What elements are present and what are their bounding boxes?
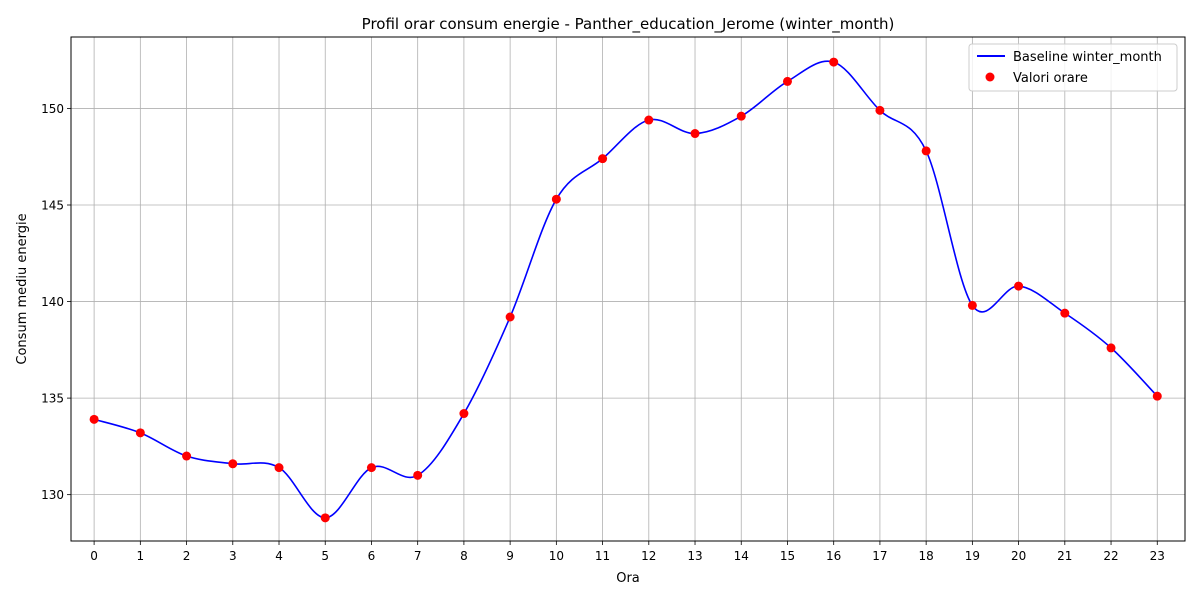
x-tick-label: 10	[549, 549, 564, 563]
legend: Baseline winter_month Valori orare	[968, 43, 1178, 92]
x-tick-label: 15	[780, 549, 795, 563]
legend-label-baseline: Baseline winter_month	[1013, 50, 1162, 65]
hourly-point	[829, 57, 839, 67]
x-axis-label: Ora	[616, 571, 640, 586]
hourly-point	[274, 463, 284, 473]
hourly-point	[644, 115, 654, 125]
hourly-point	[967, 300, 977, 310]
x-tick-label: 12	[641, 549, 656, 563]
legend-label-points: Valori orare	[1013, 71, 1088, 86]
hourly-point	[875, 105, 885, 115]
x-tick-label: 2	[183, 549, 191, 563]
chart-title: Profil orar consum energie - Panther_edu…	[362, 15, 895, 34]
y-tick-label: 145	[41, 199, 64, 213]
hourly-point	[782, 76, 792, 86]
x-tick-label: 11	[595, 549, 610, 563]
hourly-point	[690, 129, 700, 139]
x-tick-label: 23	[1150, 549, 1165, 563]
x-tick-label: 17	[872, 549, 887, 563]
hourly-point	[320, 513, 330, 523]
y-axis-label: Consum mediu energie	[15, 213, 30, 364]
x-tick-label: 21	[1057, 549, 1072, 563]
hourly-point	[366, 463, 376, 473]
x-tick-label: 7	[414, 549, 422, 563]
x-tick-label: 4	[275, 549, 283, 563]
x-tick-label: 3	[229, 549, 237, 563]
hourly-point	[551, 194, 561, 204]
x-tick-label: 13	[687, 549, 702, 563]
hourly-point	[1152, 391, 1162, 401]
x-tick-label: 16	[826, 549, 841, 563]
tick-labels: 0 1 2 3 4 5 6 7 8 9 10 11 12 13 14 15 16 17 18 19 20 21 22 2313…	[41, 102, 1165, 563]
x-tick-label: 14	[734, 549, 749, 563]
x-tick-label: 6	[368, 549, 376, 563]
hourly-point	[1106, 343, 1116, 353]
x-tick-label: 8	[460, 549, 468, 563]
y-tick-label: 150	[41, 102, 64, 116]
baseline-line	[93, 60, 1158, 519]
hourly-point	[598, 154, 608, 164]
hourly-point	[182, 451, 192, 461]
hourly-point	[921, 146, 931, 156]
hourly-point	[459, 409, 469, 419]
hourly-point	[228, 459, 238, 469]
x-tick-label: 18	[919, 549, 934, 563]
x-tick-label: 9	[506, 549, 514, 563]
hourly-point	[135, 428, 145, 438]
legend-box	[968, 43, 1178, 92]
x-tick-label: 20	[1011, 549, 1026, 563]
x-tick-label: 1	[137, 549, 145, 563]
hourly-point	[1014, 281, 1024, 291]
legend-point-swatch	[985, 72, 995, 82]
hourly-point	[1060, 308, 1070, 318]
x-tick-label: 0	[90, 549, 98, 563]
x-tick-label: 22	[1103, 549, 1118, 563]
y-tick-label: 130	[41, 488, 64, 502]
grid	[71, 37, 1185, 541]
hourly-point	[413, 470, 423, 480]
plot-area	[89, 57, 1162, 523]
hourly-point	[89, 414, 99, 424]
y-tick-label: 135	[41, 392, 64, 406]
axes-frame	[70, 36, 1186, 542]
x-tick-label: 19	[965, 549, 980, 563]
x-tick-label: 5	[321, 549, 329, 563]
y-tick-label: 140	[41, 295, 64, 309]
hourly-point	[736, 111, 746, 121]
hourly-point	[505, 312, 515, 322]
